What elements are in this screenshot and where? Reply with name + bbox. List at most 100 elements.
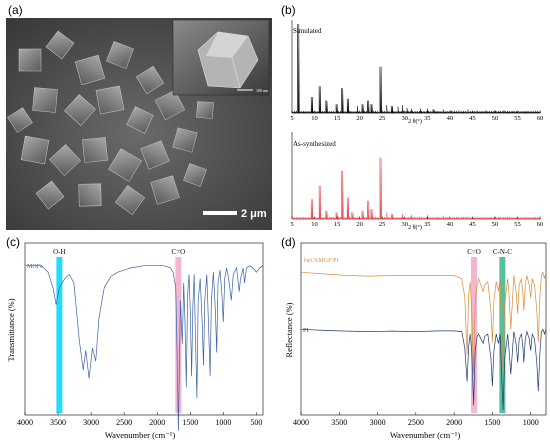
sem-crystals (7, 30, 214, 216)
sem-crystal (108, 148, 142, 182)
ftir-d-band-label: C-N-C (493, 248, 512, 256)
xrd-tick-label: 40 (447, 115, 454, 122)
ftir-d-tick-label: 2500 (408, 418, 424, 427)
xrd-tick-label: 55 (514, 221, 521, 228)
panel-b-label: (b) (281, 3, 296, 17)
sem-crystal (106, 41, 134, 69)
sem-crystal (45, 30, 75, 60)
xrd-tick-label: 50 (492, 115, 499, 122)
ftir-d-tick-label: 1000 (523, 418, 539, 427)
xrd-tick-label: 25 (379, 221, 386, 228)
sem-crystal (150, 175, 180, 205)
panel-a: (a) 100 nm 2 μm (0, 0, 275, 235)
ftir-c-chart: Transmittance (%) Wavenumber (cm⁻¹) MOFs… (6, 242, 264, 440)
sem-crystal (32, 87, 58, 113)
inset-scale-label: 100 nm (256, 88, 269, 93)
xrd-tick-label: 15 (334, 221, 341, 228)
xrd-tick-label: 40 (447, 221, 454, 228)
sem-crystal (126, 106, 154, 134)
ftir-c-band-label: O-H (53, 248, 65, 256)
ftir-d-band-label: C=O (467, 248, 481, 256)
ftir-d-ylabel: Reflectance (%) (284, 302, 294, 357)
ftir-d-band-1 (499, 257, 506, 413)
sem-crystal (20, 135, 50, 165)
ftir-c-tick-label: 4000 (17, 418, 33, 427)
ftir-d-tick-label: 4000 (293, 418, 309, 427)
xrd-tick-label: 35 (424, 115, 431, 122)
xrd-tick-label: 15 (334, 115, 341, 122)
ftir-c-band-label: C=O (172, 248, 186, 256)
ftir-c-tick-label: 1500 (182, 418, 198, 427)
xrd-synthesized-pattern (291, 157, 541, 220)
sem-crystal (82, 137, 108, 163)
xrd-sim-title: Simulated (293, 27, 322, 35)
sem-crystal (172, 127, 198, 153)
sem-crystal (140, 140, 170, 170)
ftir-d-xlabel: Wavenumber (cm⁻¹) (390, 430, 460, 440)
ftir-c-tick-label: 1000 (215, 418, 231, 427)
xrd-tick-label: 30 (401, 115, 408, 122)
ftir-d-tick-label: 1500 (484, 418, 500, 427)
xrd-tick-label: 55 (514, 115, 521, 122)
panel-a-label: (a) (8, 3, 23, 17)
ftir-d-series-label-pi: PI (303, 328, 308, 334)
xrd-tick-label: 45 (469, 221, 476, 228)
xrd-tick-label: 20 (356, 221, 363, 228)
ftir-c-band-0 (56, 257, 63, 413)
xrd-tick-label: 25 (379, 115, 386, 122)
ftir-c-series-label: MOFs (27, 264, 43, 270)
ftir-c-plot-frame (24, 242, 264, 416)
sem-crystal (74, 54, 106, 86)
ftir-d-band-0 (471, 257, 478, 413)
panel-d: (d) Reflectance (%) Wavenumber (cm⁻¹) 1w… (275, 235, 550, 441)
sem-crystal (35, 180, 65, 210)
ftir-c-tick-label: 500 (250, 418, 262, 427)
sem-crystal (135, 65, 165, 95)
sem-crystal (154, 89, 186, 121)
sem-crystal (95, 85, 125, 115)
xrd-tick-label: 60 (537, 115, 544, 122)
xrd-tick-label: 30 (401, 221, 408, 228)
xrd-simulated-pattern (291, 23, 541, 114)
ftir-d-tick-label: 3500 (331, 418, 347, 427)
panel-c: (c) Transmittance (%) Wavenumber (cm⁻¹) … (0, 235, 275, 441)
ftir-d-tick-label: 2000 (446, 418, 462, 427)
xrd-tick-label: 5 (290, 115, 293, 122)
sem-crystal (49, 144, 81, 176)
ftir-c-tick-label: 2000 (149, 418, 165, 427)
panel-d-label: (d) (281, 235, 296, 249)
scale-bar-label: 2 μm (241, 208, 267, 220)
sem-crystal (7, 107, 33, 133)
xrd-tick-label: 45 (469, 115, 476, 122)
sem-crystal (114, 184, 146, 216)
panel-c-label: (c) (6, 235, 20, 249)
ftir-c-xlabel: Wavenumber (cm⁻¹) (105, 430, 175, 440)
ftir-d-tick-label: 3000 (370, 418, 386, 427)
ftir-c-tick-label: 3500 (50, 418, 66, 427)
ftir-d-series-1 (300, 328, 547, 411)
scale-bar (203, 211, 237, 215)
ftir-c-tick-label: 3000 (83, 418, 99, 427)
xrd-tick-label: 10 (311, 221, 318, 228)
xrd-tick-label: 20 (356, 115, 363, 122)
sem-crystal (64, 94, 96, 126)
xrd-syn-xlabel: 2 θ(°) (408, 224, 422, 231)
sem-crystal (183, 163, 207, 187)
ftir-c-band-1 (175, 257, 182, 413)
xrd-tick-label: 5 (290, 221, 293, 228)
xrd-chart: Simulated As-synthesized 2 θ(°) 2 θ(°) 5… (290, 20, 544, 231)
ftir-d-series-0 (300, 271, 547, 374)
ftir-d-plot-frame (300, 242, 547, 416)
ftir-c-ylabel: Transmittance (%) (6, 298, 16, 361)
ftir-c-tick-label: 2500 (116, 418, 132, 427)
xrd-tick-label: 60 (537, 221, 544, 228)
ftir-c-series-0 (25, 265, 264, 431)
panel-b: (b) Simulated As-synthesized 2 θ(°) 2 θ(… (275, 0, 550, 235)
sem-crystal (78, 183, 102, 207)
ftir-d-chart: Reflectance (%) Wavenumber (cm⁻¹) 1wt.%M… (284, 242, 547, 440)
xrd-tick-label: 50 (492, 221, 499, 228)
xrd-syn-title: As-synthesized (293, 140, 336, 148)
sem-image: 100 nm 2 μm (6, 18, 272, 230)
xrd-sim-xlabel: 2 θ(°) (408, 118, 422, 125)
ftir-d-series-label-mgf: 1wt.%MGF/PI (303, 258, 339, 264)
